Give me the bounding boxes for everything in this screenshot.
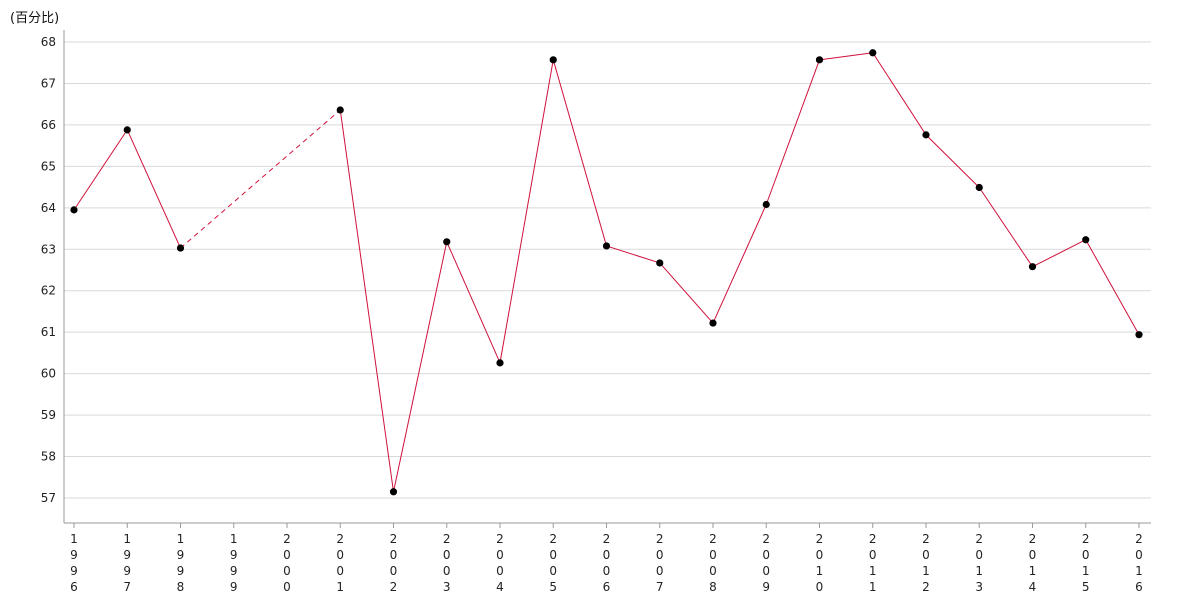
series-line-segment <box>339 109 394 492</box>
data-point <box>496 359 504 367</box>
data-point <box>443 238 451 246</box>
series-line-segment <box>819 52 873 61</box>
data-point <box>602 242 611 250</box>
data-point <box>762 200 770 209</box>
y-tick-label: 67 <box>41 76 56 90</box>
data-point <box>975 183 983 192</box>
y-tick-label: 65 <box>41 159 56 173</box>
series-line-segment <box>606 245 660 264</box>
series-line-segment <box>712 204 767 324</box>
y-tick-label: 68 <box>41 35 56 49</box>
series-line-segment <box>659 262 714 324</box>
y-tick-label: 57 <box>41 491 56 505</box>
data-point <box>389 488 398 496</box>
y-unit-label: (百分比) <box>10 11 60 26</box>
data-point <box>1135 331 1143 339</box>
data-point <box>922 131 930 139</box>
data-point <box>549 56 557 64</box>
data-point <box>869 49 877 57</box>
y-tick-label: 58 <box>41 450 56 464</box>
series-line-segment <box>499 59 554 363</box>
y-tick-label: 62 <box>41 284 56 298</box>
series-line-segment <box>126 129 181 249</box>
series-line-segment <box>925 134 980 188</box>
y-tick-label: 60 <box>41 367 56 381</box>
series-line-segment <box>446 241 501 364</box>
series-line-segment <box>393 241 448 492</box>
series-line-segment <box>1032 239 1086 268</box>
y-tick-label: 66 <box>41 118 56 132</box>
y-tick-label: 61 <box>41 325 56 339</box>
series-line-segment <box>552 59 607 247</box>
data-point <box>1082 236 1090 244</box>
y-tick-label: 63 <box>41 242 56 256</box>
data-point <box>336 106 344 114</box>
series-line-segment <box>872 52 927 136</box>
series-line-segment <box>978 187 1033 267</box>
series-gap-line <box>180 109 341 249</box>
series-line-segment <box>1085 239 1140 335</box>
data-point <box>1028 263 1037 271</box>
series-line-segment <box>765 59 820 205</box>
data-point <box>709 319 717 327</box>
data-point <box>815 56 824 64</box>
series-line-segment <box>73 129 128 211</box>
data-point <box>70 206 78 214</box>
data-point <box>123 126 131 134</box>
data-point <box>176 244 185 252</box>
y-tick-label: 59 <box>41 408 56 422</box>
data-point <box>656 259 664 267</box>
y-tick-label: 64 <box>41 201 56 215</box>
